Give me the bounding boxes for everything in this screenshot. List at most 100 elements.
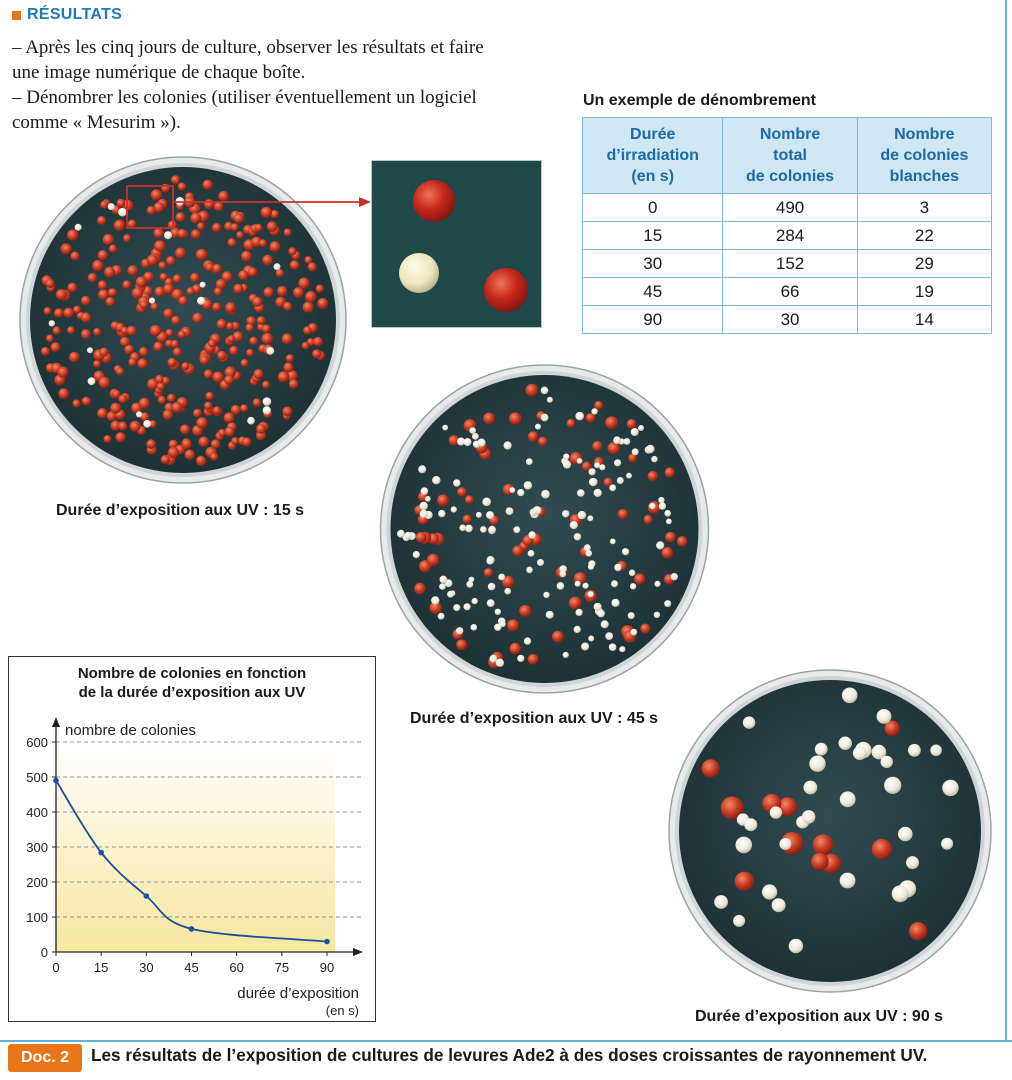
red-colony [262,254,273,266]
white-colony [439,583,446,590]
red-colony [197,222,205,231]
table-cell: 0 [581,193,724,222]
red-colony [527,431,539,442]
white-colony [540,413,549,422]
table-cell: 284 [722,221,858,250]
white-colony [486,511,494,520]
white-colony [545,610,554,619]
red-colony [124,344,134,355]
red-colony [150,189,162,201]
table-row: 0 490 3 [581,193,993,222]
red-colony [93,360,101,368]
white-colony [841,687,858,704]
table-title: Un exemple de dénombrement [583,92,816,109]
y-tick-label: 100 [26,910,48,925]
header-line: blanches [889,168,960,185]
white-colony [616,477,624,484]
petri-dish-15s [17,155,349,485]
red-colony [301,341,310,350]
red-colony [664,467,675,478]
red-colony [216,319,227,329]
white-colony [456,627,464,635]
red-colony [509,412,522,425]
red-colony [115,432,126,443]
white-colony [437,612,445,620]
red-colony [54,308,64,318]
red-colony [120,336,130,347]
red-colony [195,455,207,466]
red-colony [146,205,156,215]
red-colony [163,308,174,319]
red-colony [92,260,104,272]
red-colony [734,871,754,891]
white-colony [48,320,55,327]
red-colony [231,437,240,445]
zoom-inset-image [399,180,528,312]
white-colony [629,583,637,590]
red-colony [585,413,596,423]
white-colony [197,296,205,305]
header-line: d’irradiation [606,147,699,164]
white-colony [631,448,639,456]
white-colony [463,438,472,447]
red-colony [462,514,472,524]
red-colony [103,435,112,443]
red-colony [288,379,299,389]
red-colony [118,394,128,404]
white-colony [457,437,465,446]
white-colony [273,263,281,271]
white-colony [852,746,867,760]
white-colony [599,464,606,471]
header-line: Nombre [759,126,821,143]
x-axis-arrow-icon [353,948,363,956]
white-colony [494,608,501,615]
red-colony [426,553,440,567]
white-colony [649,502,656,510]
white-colony [431,596,440,605]
red-colony [603,477,613,487]
red-colony [210,439,221,449]
zoom-marker [126,185,371,229]
red-colony [626,419,637,429]
petri-dish-45s [377,363,712,695]
red-colony [58,388,70,399]
red-colony [146,439,156,449]
y-tick-label: 300 [26,840,48,855]
red-colony [73,305,81,314]
white-colony [628,569,636,577]
white-colony [505,507,514,515]
red-colony [437,494,449,507]
white-colony [619,646,626,653]
white-colony [591,408,598,415]
red-colony [99,347,109,357]
white-colony [630,628,638,636]
red-colony [302,301,314,313]
header-white: Nombre de colonies blanches [856,117,993,194]
white-colony [486,557,494,565]
red-colony [175,212,186,223]
red-colony [190,212,202,224]
y-axis-label: nombre de colonies [65,722,196,739]
red-colony [643,514,653,525]
red-colony [617,508,629,520]
white-colony [397,529,405,538]
doc-badge: Doc. 2 [8,1044,82,1072]
white-colony [623,438,631,445]
white-colony [670,573,678,581]
red-colony [162,409,173,420]
red-colony [212,223,222,233]
red-colony [230,404,241,415]
red-colony [126,325,137,336]
white-colony [489,654,498,663]
table-row: 90 30 14 [581,305,993,334]
red-colony [140,412,150,422]
red-colony [67,282,78,293]
white-colony [814,742,828,756]
red-colony [507,619,520,632]
white-colony [801,810,816,824]
white-colony [418,465,427,474]
x-tick-label: 0 [52,960,59,975]
white-colony [908,743,921,757]
red-colony [108,288,117,297]
header-line: de colonies [746,168,835,185]
